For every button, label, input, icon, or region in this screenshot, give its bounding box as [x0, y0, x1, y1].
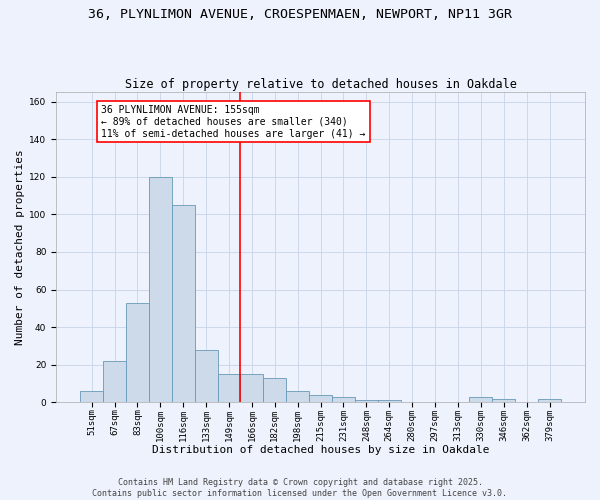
Bar — [492, 398, 515, 402]
Bar — [194, 350, 218, 403]
Text: Contains HM Land Registry data © Crown copyright and database right 2025.
Contai: Contains HM Land Registry data © Crown c… — [92, 478, 508, 498]
Y-axis label: Number of detached properties: Number of detached properties — [15, 150, 25, 345]
Bar — [126, 302, 149, 402]
Bar — [309, 395, 332, 402]
Bar — [355, 400, 378, 402]
X-axis label: Distribution of detached houses by size in Oakdale: Distribution of detached houses by size … — [152, 445, 490, 455]
Bar — [286, 391, 309, 402]
Bar — [469, 396, 492, 402]
Bar — [149, 177, 172, 402]
Bar — [218, 374, 241, 402]
Title: Size of property relative to detached houses in Oakdale: Size of property relative to detached ho… — [125, 78, 517, 91]
Bar — [538, 398, 561, 402]
Bar — [378, 400, 401, 402]
Bar — [241, 374, 263, 402]
Bar — [332, 396, 355, 402]
Bar — [172, 205, 194, 402]
Bar — [263, 378, 286, 402]
Text: 36 PLYNLIMON AVENUE: 155sqm
← 89% of detached houses are smaller (340)
11% of se: 36 PLYNLIMON AVENUE: 155sqm ← 89% of det… — [101, 106, 365, 138]
Text: 36, PLYNLIMON AVENUE, CROESPENMAEN, NEWPORT, NP11 3GR: 36, PLYNLIMON AVENUE, CROESPENMAEN, NEWP… — [88, 8, 512, 20]
Bar — [80, 391, 103, 402]
Bar — [103, 361, 126, 403]
